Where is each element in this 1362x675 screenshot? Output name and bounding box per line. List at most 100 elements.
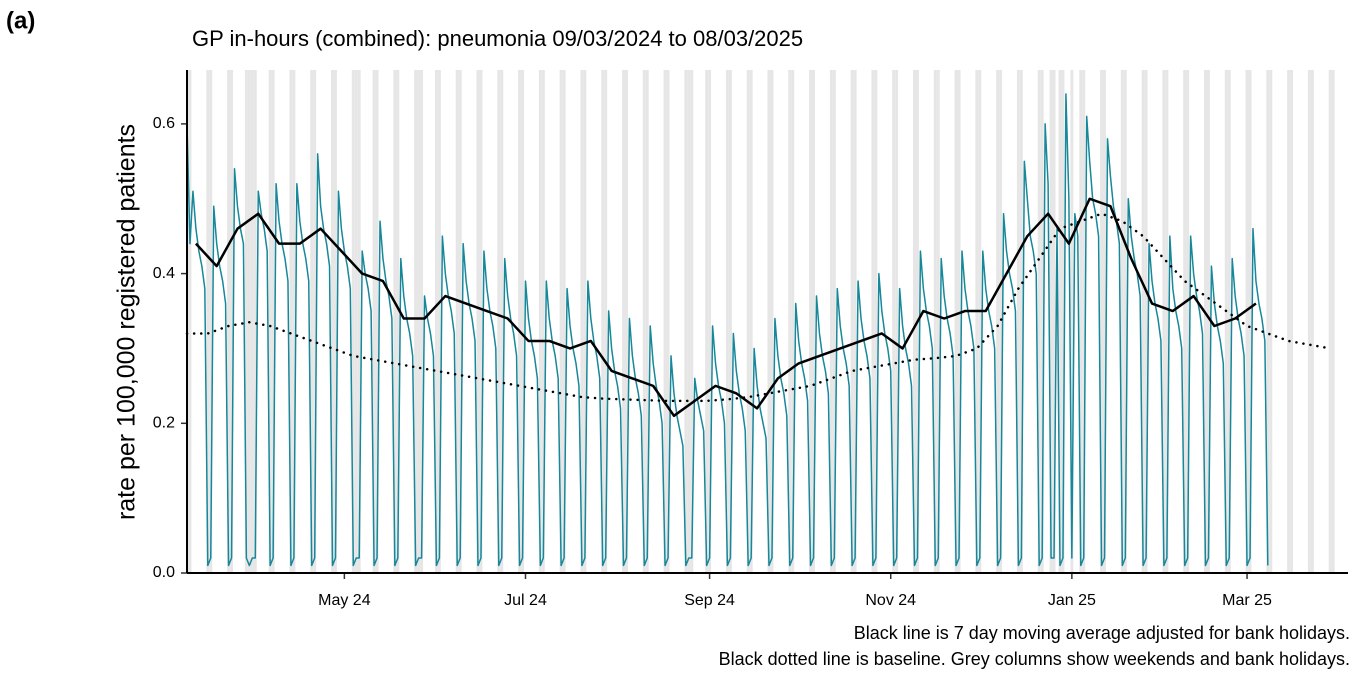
x-tick-label: Nov 24 xyxy=(865,592,916,609)
shaded-day xyxy=(1103,70,1107,573)
shaded-day xyxy=(500,70,504,573)
shaded-day xyxy=(1287,70,1291,573)
x-tick-label: Sep 24 xyxy=(684,592,735,609)
note: Black line is 7 day moving average adjus… xyxy=(854,623,1350,643)
shaded-day xyxy=(645,70,649,573)
shaded-day xyxy=(954,70,958,573)
shaded-day xyxy=(749,70,753,573)
note: Black dotted line is baseline. Grey colu… xyxy=(719,649,1350,669)
shaded-day xyxy=(684,70,688,573)
panel-label: (a) xyxy=(6,7,35,34)
shaded-day xyxy=(1016,70,1020,573)
shaded-day xyxy=(687,70,691,573)
shaded-day xyxy=(874,70,878,573)
shaded-day xyxy=(393,70,397,573)
shaded-day xyxy=(1049,70,1053,573)
shaded-day xyxy=(1079,70,1083,573)
shaded-day xyxy=(1162,70,1166,573)
shaded-day xyxy=(479,70,483,573)
shaded-day xyxy=(746,70,750,573)
shaded-day xyxy=(791,70,795,573)
shaded-day xyxy=(188,70,192,573)
shaded-day xyxy=(562,70,566,573)
shaded-day xyxy=(788,70,792,573)
shaded-day xyxy=(604,70,608,573)
shaded-day xyxy=(583,70,587,573)
shaded-day xyxy=(420,70,424,573)
shaded-day xyxy=(1019,70,1023,573)
shaded-day xyxy=(1331,70,1335,573)
shaded-day xyxy=(396,70,400,573)
shaded-day xyxy=(580,70,584,573)
shaded-day xyxy=(357,70,361,573)
y-axis-label: rate per 100,000 registered patients xyxy=(113,124,141,520)
shaded-day xyxy=(206,70,210,573)
shaded-day xyxy=(767,70,771,573)
shaded-day xyxy=(458,70,462,573)
shaded-day xyxy=(663,70,667,573)
shaded-day xyxy=(1328,70,1332,573)
shaded-day xyxy=(1070,70,1074,573)
shaded-day xyxy=(1141,70,1145,573)
shaded-day xyxy=(999,70,1003,573)
shaded-day xyxy=(895,70,899,573)
x-tick-label: Mar 25 xyxy=(1222,592,1272,609)
shaded-day xyxy=(313,70,317,573)
shaded-day xyxy=(912,70,916,573)
series-line xyxy=(186,93,1269,567)
shaded-day xyxy=(690,70,694,573)
shaded-day xyxy=(853,70,857,573)
shaded-day xyxy=(375,70,379,573)
shaded-day xyxy=(1058,70,1062,573)
shaded-day xyxy=(1248,70,1252,573)
shaded-day xyxy=(455,70,459,573)
shaded-day xyxy=(434,70,438,573)
x-tick-label: Jul 24 xyxy=(504,592,547,609)
shaded-day xyxy=(538,70,542,573)
shaded-day xyxy=(892,70,896,573)
shaded-day xyxy=(437,70,441,573)
shaded-day xyxy=(417,70,421,573)
shaded-day xyxy=(1206,70,1210,573)
shaded-day xyxy=(601,70,605,573)
shaded-day xyxy=(975,70,979,573)
shaded-day xyxy=(1037,70,1041,573)
shaded-day xyxy=(1186,70,1190,573)
shaded-day xyxy=(933,70,937,573)
shaded-day xyxy=(996,70,1000,573)
chart-title: GP in-hours (combined): pneumonia 09/03/… xyxy=(192,26,803,51)
shaded-day xyxy=(354,70,358,573)
shaded-day xyxy=(310,70,314,573)
shaded-day xyxy=(244,70,248,573)
shaded-day xyxy=(978,70,982,573)
shaded-day xyxy=(1144,70,1148,573)
y-tick-label: 0.6 xyxy=(153,115,175,132)
shaded-day xyxy=(871,70,875,573)
baseline-line xyxy=(185,212,1332,403)
shaded-day xyxy=(1100,70,1104,573)
shaded-day xyxy=(518,70,522,573)
shaded-day xyxy=(1165,70,1169,573)
shaded-day xyxy=(333,70,337,573)
shaded-day xyxy=(725,70,729,573)
shaded-day xyxy=(708,70,712,573)
shaded-day xyxy=(541,70,545,573)
shaded-day xyxy=(1307,70,1311,573)
shaded-day xyxy=(292,70,296,573)
shaded-day xyxy=(705,70,709,573)
y-tick-label: 0.4 xyxy=(153,265,175,282)
shaded-day xyxy=(666,70,670,573)
shaded-day xyxy=(268,70,272,573)
shaded-day xyxy=(1290,70,1294,573)
shaded-day xyxy=(559,70,563,573)
shaded-day xyxy=(230,70,234,573)
shaded-day xyxy=(728,70,732,573)
shaded-day xyxy=(829,70,833,573)
shaded-day xyxy=(832,70,836,573)
shaded-day xyxy=(850,70,854,573)
shaded-day xyxy=(476,70,480,573)
shaded-day xyxy=(809,70,813,573)
shaded-day xyxy=(250,70,254,573)
